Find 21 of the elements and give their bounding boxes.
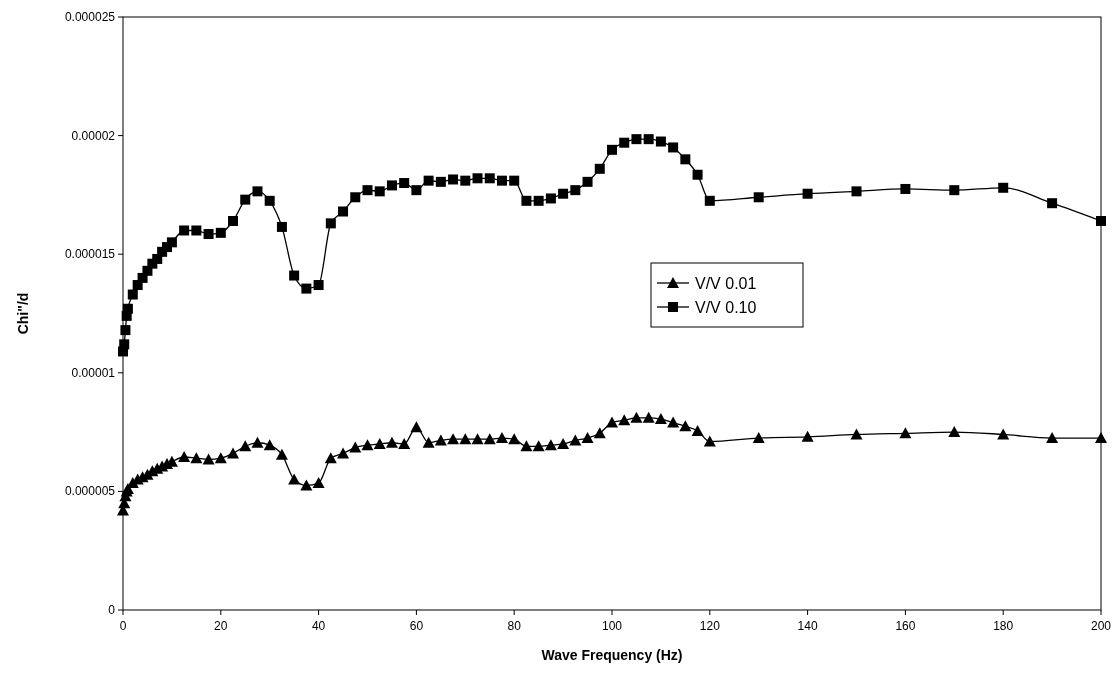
x-tick-label: 200 [1090,619,1112,633]
x-tick-label: 20 [214,619,228,633]
y-tick-label: 0.000005 [64,484,116,499]
x-tick-label: 80 [507,619,522,633]
legend-label: V/V 0.01 [695,275,757,292]
x-tick-label: 180 [993,619,1014,633]
y-tick-label: 0.000015 [64,247,116,262]
x-tick-label: 60 [409,619,424,633]
y-tick-label: 0.000025 [64,10,116,24]
x-tick-label: 140 [797,619,818,633]
y-tick-label: 0.00001 [71,365,116,380]
x-tick-label: 120 [699,619,721,633]
legend-label: V/V 0.10 [695,299,757,316]
x-tick-label: 0 [119,619,127,633]
y-tick-label: 0.00002 [71,128,116,143]
x-tick-label: 40 [311,619,326,633]
y-tick-label: 0 [108,603,116,617]
x-tick-label: 160 [895,619,916,633]
y-axis-title: Chi"/d [15,292,31,335]
x-tick-label: 100 [601,619,623,633]
x-axis-title: Wave Frequency (Hz) [541,647,683,663]
